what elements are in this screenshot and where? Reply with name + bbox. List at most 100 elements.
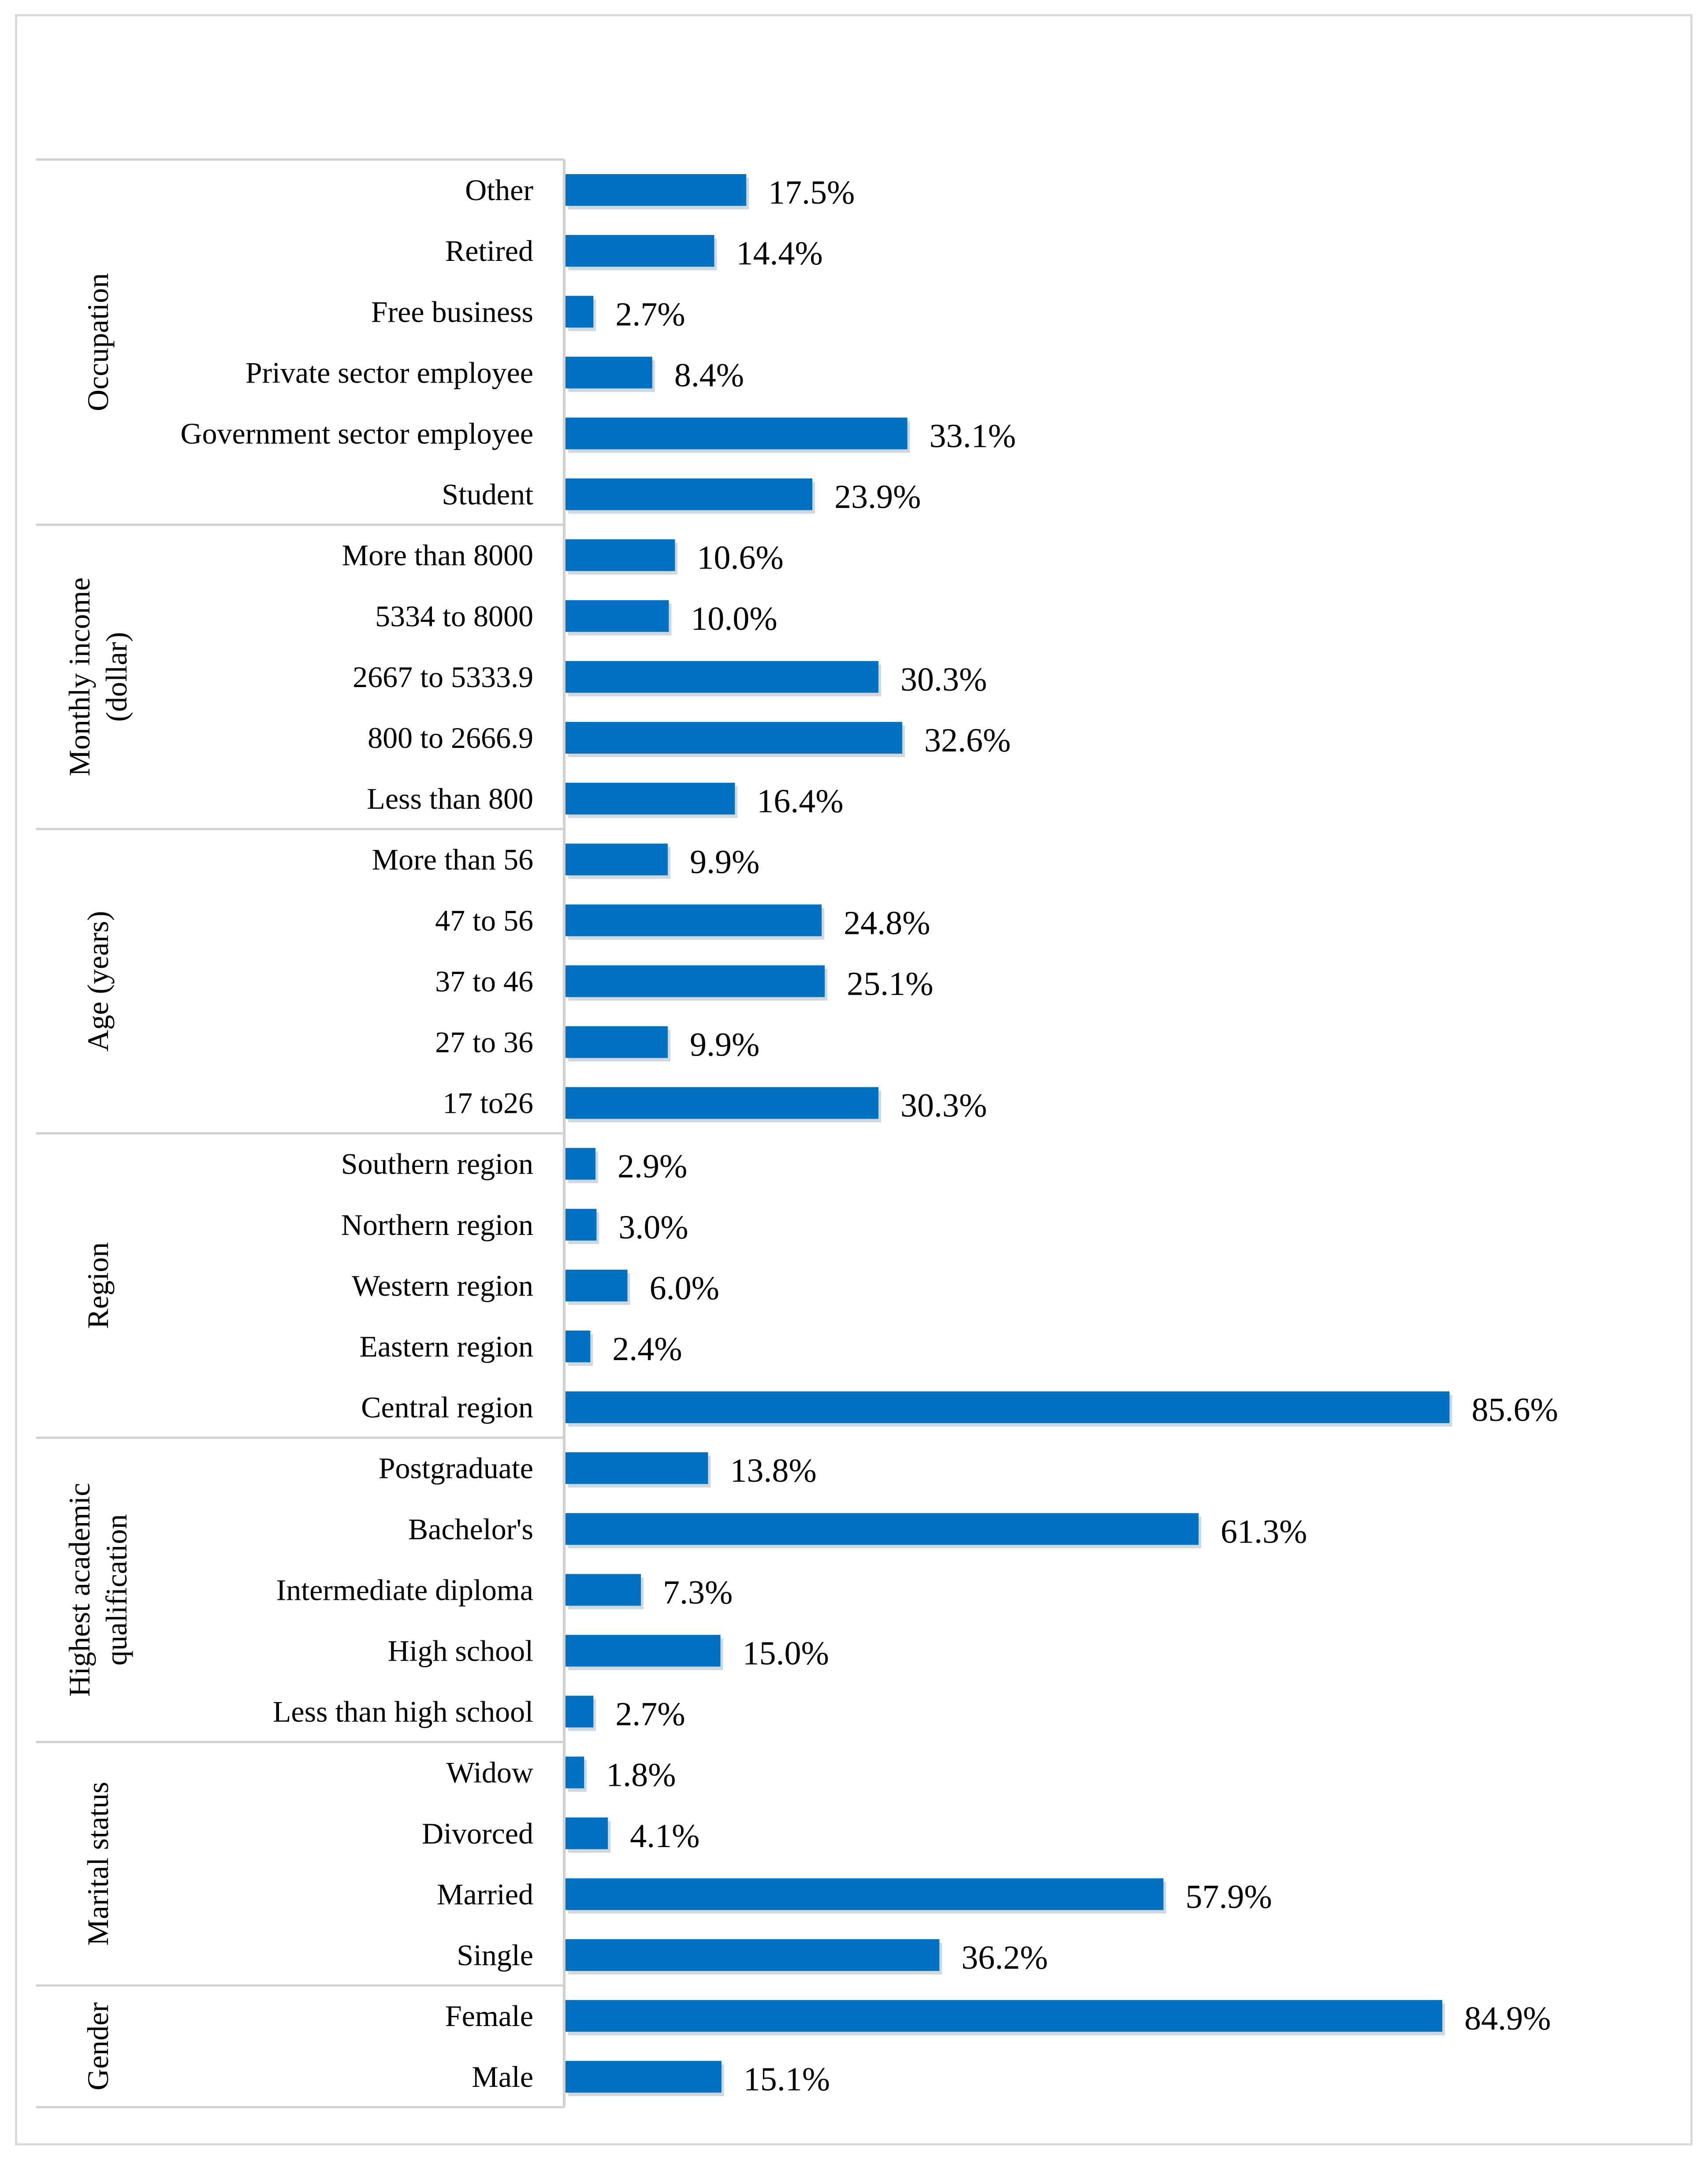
data-label: 4.1%: [630, 1818, 700, 1855]
bar: [566, 1878, 1164, 1910]
category-label: 2667 to 5333.9: [353, 660, 533, 694]
group-label: Region: [81, 1242, 115, 1329]
category-label: Female: [445, 1999, 533, 2033]
bar: [566, 1574, 641, 1606]
category-label: Central region: [361, 1390, 533, 1424]
bar: [566, 1391, 1450, 1424]
data-label: 24.8%: [844, 904, 930, 941]
data-label: 8.4%: [674, 357, 744, 394]
bar: [566, 417, 908, 450]
category-label: Retired: [445, 234, 533, 268]
category-label: Eastern region: [359, 1330, 533, 1363]
data-label: 6.0%: [650, 1270, 719, 1307]
data-label: 85.6%: [1472, 1391, 1558, 1428]
category-label: Less than 800: [367, 782, 533, 815]
category-label: More than 8000: [342, 539, 533, 572]
bar: [566, 1087, 878, 1119]
bar: [566, 783, 735, 815]
group-label: Age (years): [81, 911, 115, 1052]
group-label: Highest academic: [63, 1483, 96, 1697]
data-label: 2.4%: [612, 1331, 682, 1368]
data-label: 2.9%: [618, 1148, 687, 1185]
data-label: 15.0%: [742, 1635, 829, 1672]
bar: [566, 1513, 1199, 1545]
bar: [566, 1208, 597, 1241]
group-label: Occupation: [81, 273, 115, 411]
bar: [566, 661, 878, 693]
category-label: 800 to 2666.9: [368, 721, 533, 755]
category-label: 17 to26: [443, 1086, 533, 1120]
group-label: Gender: [81, 2002, 115, 2090]
bar: [566, 357, 652, 389]
bar: [566, 235, 714, 267]
category-label: Postgraduate: [379, 1451, 533, 1485]
data-label: 14.4%: [736, 235, 822, 272]
data-label: 13.8%: [730, 1452, 816, 1489]
category-label: Intermediate diploma: [276, 1573, 533, 1606]
data-label: 1.8%: [606, 1757, 676, 1794]
data-label: 30.3%: [901, 1087, 987, 1124]
data-label: 17.5%: [768, 174, 855, 211]
data-label: 7.3%: [663, 1574, 733, 1611]
bar: [566, 904, 822, 937]
bar: [566, 844, 668, 876]
category-label: Single: [457, 1938, 533, 1972]
category-label: 5334 to 8000: [375, 599, 533, 633]
bar: [566, 1635, 721, 1667]
data-label: 33.1%: [930, 417, 1016, 454]
chart-frame: [15, 14, 1693, 2145]
data-label: 57.9%: [1186, 1878, 1272, 1915]
data-label: 36.2%: [961, 1939, 1048, 1976]
category-label: Male: [472, 2060, 533, 2093]
data-label: 16.4%: [757, 783, 843, 820]
data-label: 2.7%: [615, 296, 685, 333]
group-label: Marital status: [81, 1782, 115, 1946]
group-label: qualification: [100, 1514, 133, 1666]
bar: [566, 965, 825, 997]
data-label: 10.6%: [697, 539, 783, 576]
bar: [566, 174, 747, 206]
data-label: 9.9%: [690, 844, 759, 881]
category-label: 47 to 56: [435, 903, 533, 937]
category-label: 37 to 46: [435, 964, 533, 998]
data-label: 23.9%: [834, 479, 921, 516]
data-label: 10.0%: [691, 600, 777, 637]
category-label: Widow: [447, 1756, 533, 1789]
data-label: 3.0%: [618, 1209, 688, 1246]
category-label: Less than high school: [273, 1695, 533, 1729]
data-label: 32.6%: [924, 722, 1011, 759]
bar: [566, 1817, 608, 1849]
data-label: 25.1%: [847, 965, 933, 1002]
group-label: (dollar): [100, 632, 133, 722]
category-label: Western region: [352, 1269, 533, 1302]
bar: [566, 721, 902, 754]
category-label: Divorced: [422, 1817, 533, 1850]
data-label: 15.1%: [744, 2061, 830, 2098]
category-label: Private sector employee: [246, 356, 533, 389]
category-label: Free business: [371, 295, 533, 328]
data-label: 30.3%: [901, 661, 987, 698]
bar: [566, 1452, 708, 1484]
bar: [566, 1695, 594, 1728]
category-label: High school: [387, 1634, 533, 1667]
bar: [566, 1756, 584, 1788]
category-label: More than 56: [372, 843, 533, 876]
category-label: Southern region: [341, 1147, 533, 1181]
bar: [566, 296, 594, 328]
data-label: 61.3%: [1221, 1513, 1307, 1550]
data-label: 9.9%: [690, 1026, 759, 1063]
category-label: Student: [442, 478, 533, 511]
bar: [566, 1148, 595, 1180]
category-label: Northern region: [341, 1208, 533, 1242]
bar: [566, 2061, 722, 2093]
bar: [566, 539, 675, 571]
bar: [566, 1939, 940, 1971]
category-label: 27 to 36: [435, 1025, 533, 1059]
category-label: Government sector employee: [180, 416, 533, 450]
bar: [566, 600, 669, 632]
bar: [566, 1330, 591, 1362]
group-label: Monthly income: [63, 577, 96, 776]
category-label: Other: [465, 173, 533, 207]
data-label: 84.9%: [1464, 2000, 1551, 2037]
